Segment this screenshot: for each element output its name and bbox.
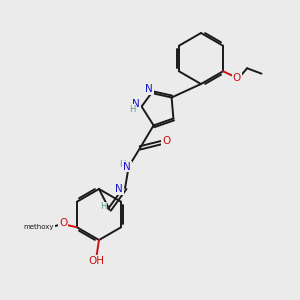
Text: H: H	[100, 202, 107, 211]
Text: N: N	[132, 99, 140, 109]
Text: H: H	[129, 105, 135, 114]
Text: methoxy: methoxy	[24, 224, 54, 230]
Text: OH: OH	[88, 256, 104, 266]
Text: N: N	[123, 161, 131, 172]
Text: O: O	[162, 136, 170, 146]
Text: H: H	[119, 160, 126, 169]
Text: N: N	[115, 184, 123, 194]
Text: N: N	[145, 84, 153, 94]
Text: O: O	[233, 73, 241, 83]
Text: O: O	[59, 218, 67, 228]
